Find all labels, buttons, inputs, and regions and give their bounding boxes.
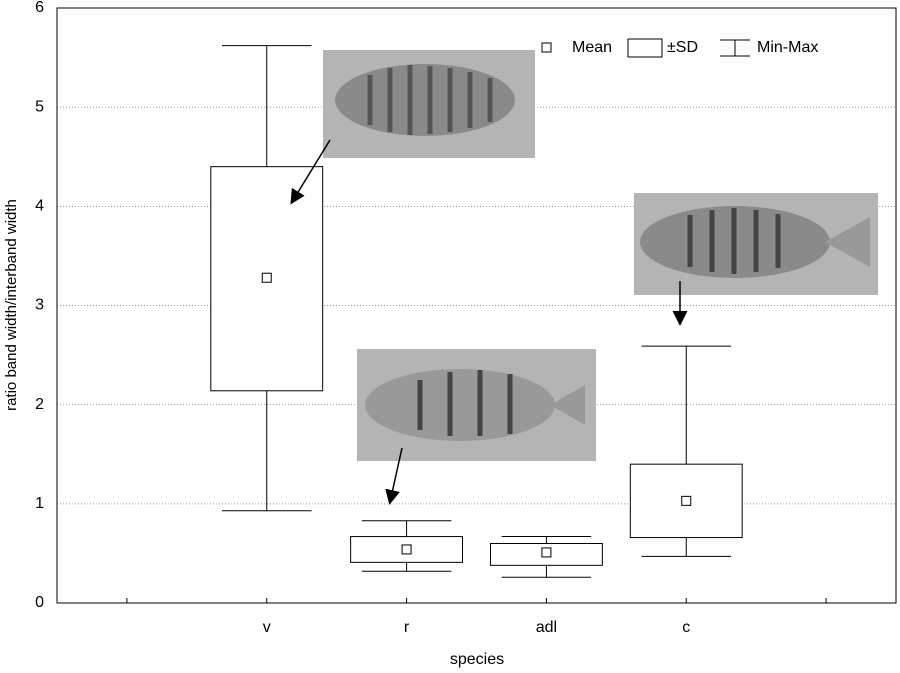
arrow — [385, 447, 403, 505]
y-axis-label: ratio band width/interband width — [3, 199, 20, 411]
arrow — [290, 139, 331, 205]
y-tick-label: 6 — [35, 0, 44, 16]
mean-marker — [261, 272, 272, 283]
y-tick-label: 2 — [35, 396, 44, 413]
plot-frame — [56, 7, 897, 604]
y-tick-label: 1 — [35, 495, 44, 512]
legend-mean-symbol — [541, 42, 552, 53]
x-tick-label: r — [404, 619, 410, 636]
x-tick-label: c — [682, 619, 690, 636]
x-tick-label: adl — [536, 619, 557, 636]
y-tick-label: 4 — [35, 198, 44, 215]
legend-sd-symbol — [627, 38, 663, 58]
legend-label: Min-Max — [757, 39, 818, 56]
x-tick-label: v — [263, 619, 271, 636]
fish-photo — [323, 50, 535, 158]
mean-marker — [681, 495, 692, 506]
y-tick-label: 0 — [35, 594, 44, 611]
legend-minmax-symbol — [720, 39, 750, 57]
fish-photo — [357, 349, 596, 461]
legend-label: Mean — [572, 39, 612, 56]
mean-marker — [401, 544, 412, 555]
y-tick-label: 5 — [35, 98, 44, 115]
mean-marker — [541, 547, 552, 558]
y-tick-label: 3 — [35, 297, 44, 314]
x-axis-label: species — [450, 651, 504, 668]
fish-photo — [634, 193, 878, 295]
legend-label: ±SD — [667, 39, 698, 56]
